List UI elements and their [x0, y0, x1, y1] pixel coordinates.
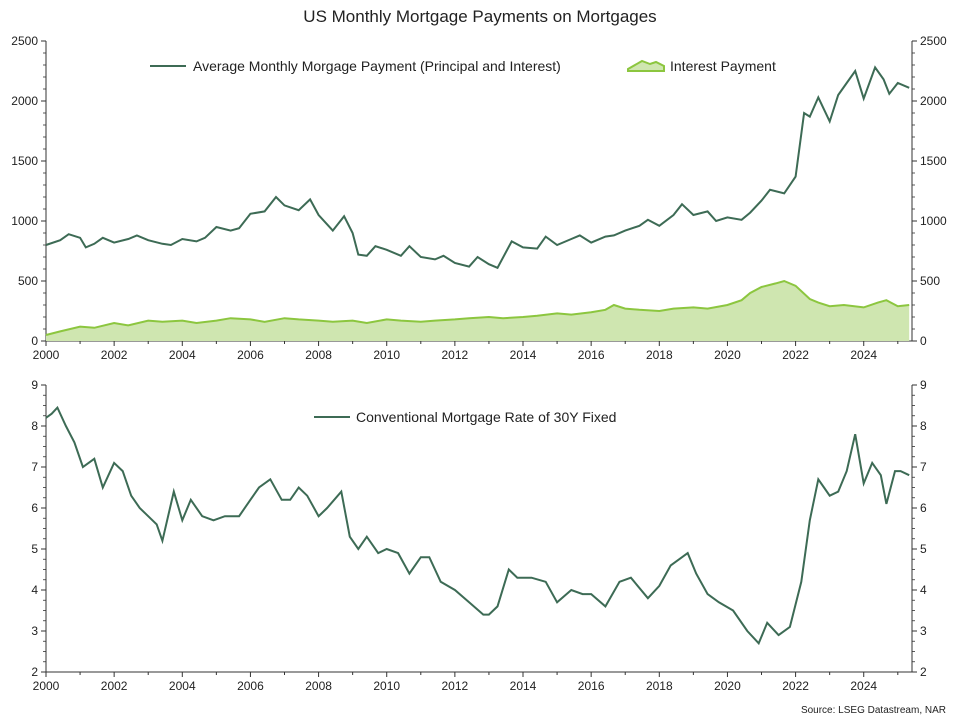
- y-tick-label-left: 0: [31, 334, 38, 348]
- x-tick-label: 2010: [373, 348, 400, 362]
- y-tick-label-left: 500: [18, 274, 38, 288]
- y-tick-label-left: 5: [31, 542, 38, 556]
- x-tick-label: 2024: [850, 679, 877, 693]
- y-tick-label-right: 7: [920, 460, 927, 474]
- x-tick-label: 2012: [442, 348, 469, 362]
- x-tick-label: 2014: [510, 679, 537, 693]
- y-tick-label-right: 8: [920, 419, 927, 433]
- x-tick-label: 2004: [169, 679, 196, 693]
- chart-title: US Monthly Mortgage Payments on Mortgage…: [303, 7, 656, 26]
- x-tick-label: 2004: [169, 348, 196, 362]
- y-tick-label-right: 1500: [920, 154, 947, 168]
- source-note: Source: LSEG Datastream, NAR: [801, 705, 946, 716]
- x-tick-label: 2018: [646, 679, 673, 693]
- legend-swatch-interest: [627, 59, 665, 72]
- y-tick-label-right: 3: [920, 624, 927, 638]
- y-tick-label-left: 1000: [11, 214, 38, 228]
- x-tick-label: 2008: [305, 348, 332, 362]
- y-tick-label-left: 6: [31, 501, 38, 515]
- y-tick-label-left: 1500: [11, 154, 38, 168]
- x-tick-label: 2002: [101, 679, 128, 693]
- y-tick-label-right: 2500: [920, 34, 947, 48]
- y-tick-label-right: 1000: [920, 214, 947, 228]
- x-tick-label: 2000: [33, 348, 60, 362]
- y-tick-label-left: 2500: [11, 34, 38, 48]
- x-tick-label: 2008: [305, 679, 332, 693]
- x-tick-label: 2024: [850, 348, 877, 362]
- x-tick-label: 2006: [237, 348, 264, 362]
- legend-label-rate: Conventional Mortgage Rate of 30Y Fixed: [356, 409, 616, 425]
- bottom-axes: 2000 2002 2004 2006 2008 2010 2012 2014 2016 2018…: [31, 378, 927, 693]
- y-tick-label-left: 8: [31, 419, 38, 433]
- payment-line: [45, 65, 910, 270]
- bottom-legend: Conventional Mortgage Rate of 30Y Fixed: [314, 409, 616, 425]
- x-tick-label: 2016: [578, 348, 605, 362]
- x-tick-label: 2006: [237, 679, 264, 693]
- y-tick-label-right: 500: [920, 274, 940, 288]
- x-tick-label: 2022: [782, 679, 809, 693]
- x-tick-label: 2016: [578, 679, 605, 693]
- y-tick-label-right: 4: [920, 583, 927, 597]
- x-tick-label: 2012: [442, 679, 469, 693]
- rate-line: [45, 405, 910, 646]
- legend-label-interest: Interest Payment: [670, 58, 776, 74]
- y-tick-label-left: 2: [31, 665, 38, 679]
- x-tick-label: 2022: [782, 348, 809, 362]
- y-tick-label-right: 0: [920, 334, 927, 348]
- y-tick-label-left: 4: [31, 583, 38, 597]
- y-tick-label-right: 2000: [920, 94, 947, 108]
- legend-label-payment: Average Monthly Morgage Payment (Princip…: [193, 58, 561, 74]
- y-tick-label-left: 7: [31, 460, 38, 474]
- x-tick-label: 2018: [646, 348, 673, 362]
- x-tick-label: 2010: [373, 679, 400, 693]
- y-tick-label-left: 9: [31, 378, 38, 392]
- x-tick-label: 2020: [714, 348, 741, 362]
- top-axes: 2000 2002 2004 2006 2008 2010 2012 2014 2016 2018…: [11, 34, 947, 362]
- y-tick-label-right: 5: [920, 542, 927, 556]
- y-tick-label-left: 3: [31, 624, 38, 638]
- interest-area: [46, 281, 910, 341]
- y-tick-label-left: 2000: [11, 94, 38, 108]
- x-tick-label: 2002: [101, 348, 128, 362]
- top-panel: 2000 2002 2004 2006 2008 2010 2012 2014 2016 2018…: [11, 34, 947, 362]
- x-tick-label: 2014: [510, 348, 537, 362]
- y-tick-label-right: 6: [920, 501, 927, 515]
- bottom-panel: 2000 2002 2004 2006 2008 2010 2012 2014 2016 2018…: [31, 378, 927, 693]
- top-legend: Average Monthly Morgage Payment (Princip…: [150, 58, 776, 74]
- x-tick-label: 2000: [33, 679, 60, 693]
- interest-line: [45, 279, 910, 336]
- y-tick-label-right: 2: [920, 665, 927, 679]
- y-tick-label-right: 9: [920, 378, 927, 392]
- x-tick-label: 2020: [714, 679, 741, 693]
